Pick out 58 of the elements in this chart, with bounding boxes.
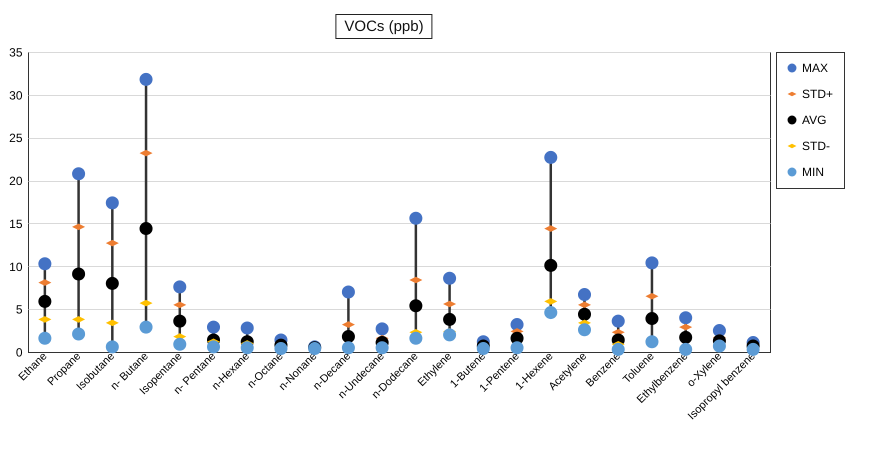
point (206, 340, 220, 354)
point (544, 306, 558, 320)
point (645, 335, 658, 348)
legend-label: MIN (802, 165, 824, 179)
point (38, 257, 52, 270)
point (140, 320, 153, 334)
point (173, 314, 186, 328)
y-tick-label: 25 (9, 131, 23, 146)
point (173, 280, 186, 294)
point (409, 212, 422, 225)
point (38, 294, 52, 308)
point (409, 299, 422, 312)
point (106, 276, 119, 290)
point (544, 150, 558, 164)
y-tick-label: 10 (9, 260, 23, 274)
point (712, 339, 726, 353)
point (578, 323, 592, 336)
point (578, 308, 592, 321)
point (612, 314, 625, 328)
point (443, 272, 456, 285)
legend-label: AVG (802, 113, 826, 127)
point (409, 332, 422, 345)
point (679, 330, 692, 344)
point (240, 341, 254, 354)
y-tick-label: 5 (16, 302, 23, 317)
legend-label: STD- (802, 139, 830, 153)
point (645, 256, 658, 270)
point (140, 222, 153, 236)
point (578, 288, 592, 302)
legend-label: MAX (802, 61, 828, 75)
point (510, 341, 524, 354)
point (240, 321, 254, 335)
point (342, 330, 355, 344)
point (510, 318, 524, 332)
point (679, 311, 692, 324)
point (746, 342, 760, 356)
y-tick-label: 20 (9, 174, 23, 188)
chart-title: VOCs (ppb) (335, 14, 433, 39)
point (140, 72, 153, 86)
point (206, 320, 220, 334)
y-tick-label: 15 (9, 216, 23, 231)
point (106, 196, 119, 210)
y-tick-label: 30 (9, 88, 23, 102)
point (443, 328, 456, 342)
point (443, 312, 456, 326)
point (342, 285, 355, 299)
legend-label: STD+ (802, 87, 834, 101)
point (72, 267, 86, 281)
point (72, 167, 86, 180)
point (72, 327, 86, 341)
point (645, 312, 658, 326)
point (38, 332, 52, 345)
point (106, 340, 119, 354)
point (342, 341, 355, 354)
point (544, 258, 558, 272)
point (173, 338, 186, 351)
y-tick-label: 35 (9, 46, 23, 60)
point (376, 322, 389, 336)
